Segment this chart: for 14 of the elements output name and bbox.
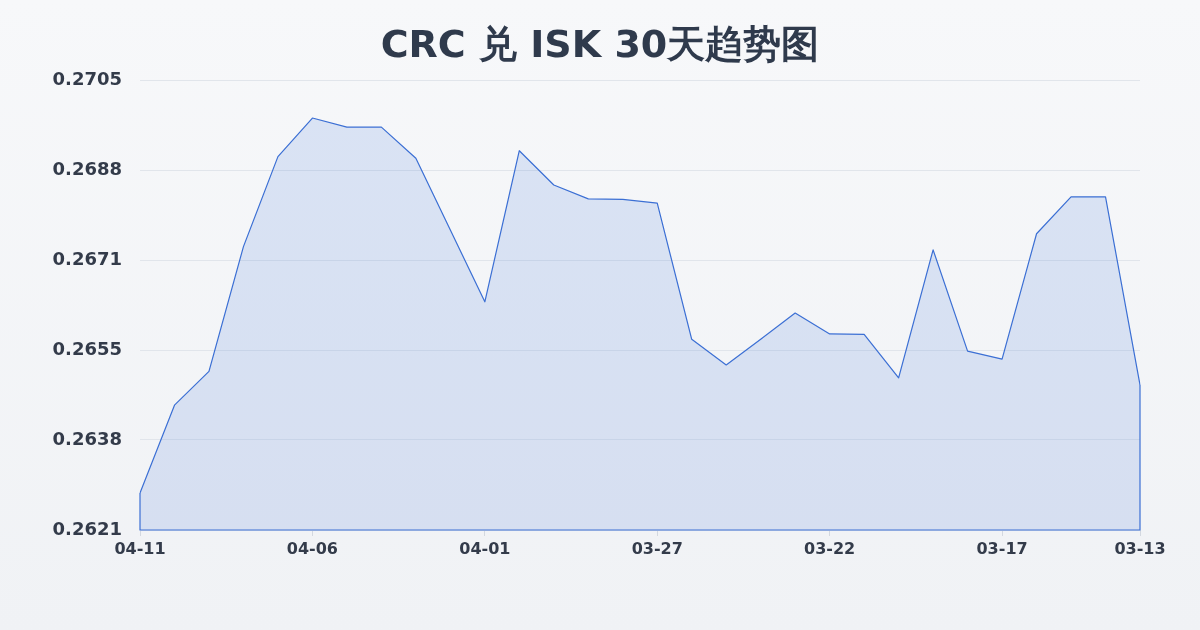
x-tick-label: 03-27 [631, 538, 683, 558]
y-tick-label: 0.2688 [52, 157, 122, 179]
x-tick-label: 04-11 [114, 538, 166, 558]
x-tick-label: 03-22 [804, 538, 856, 558]
chart-title: CRC 兑 ISK 30天趋势图 [379, 21, 821, 68]
y-tick-label: 0.2621 [52, 517, 122, 539]
x-tick-label: 03-13 [1114, 538, 1166, 558]
y-tick-label: 0.2655 [52, 337, 122, 359]
y-tick-label: 0.2705 [52, 67, 122, 89]
y-tick-label: 0.2671 [52, 247, 122, 269]
y-tick-label: 0.2638 [52, 427, 122, 449]
x-tick-label: 04-06 [286, 538, 338, 558]
x-tick-label: 04-01 [459, 538, 511, 558]
x-tick-label: 03-17 [976, 538, 1028, 558]
